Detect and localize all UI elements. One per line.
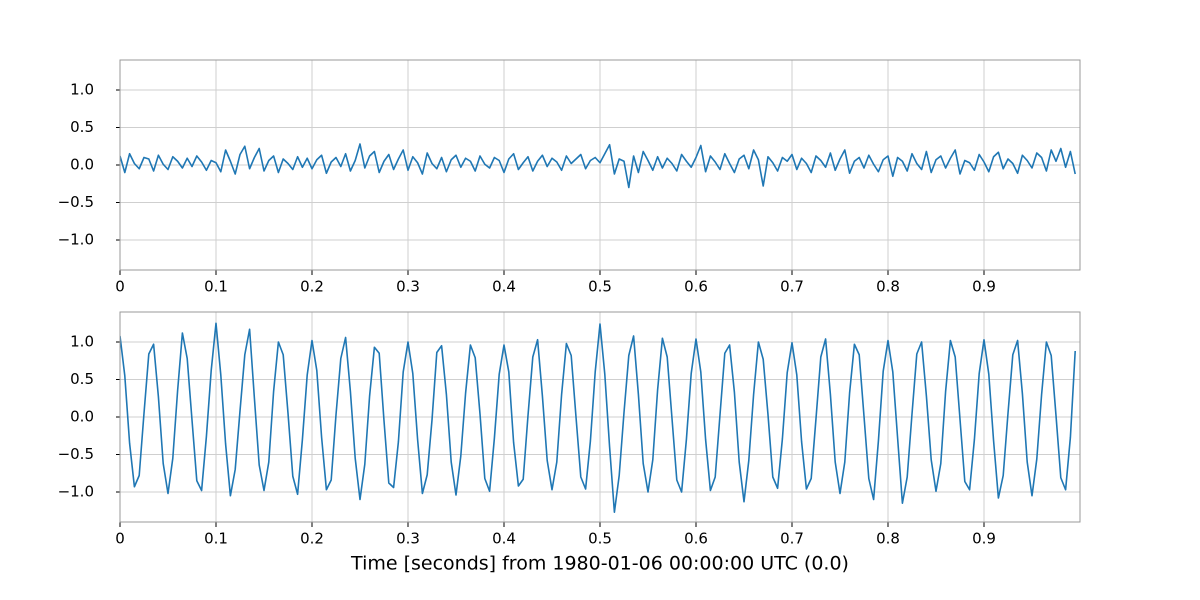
x-tick-label: 0.9: [972, 278, 996, 296]
x-tick-label: 0.3: [396, 530, 420, 548]
y-tick-label: 1.0: [70, 81, 94, 99]
y-tick-label: −1.0: [58, 483, 94, 501]
x-tick-label: 0.5: [588, 278, 612, 296]
x-tick-label: 0.6: [684, 278, 708, 296]
x-tick-label: 0.9: [972, 530, 996, 548]
x-axis-label: Time [seconds] from 1980-01-06 00:00:00 …: [350, 553, 849, 575]
x-tick-label: 0.7: [780, 278, 804, 296]
x-tick-label: 0.4: [492, 530, 516, 548]
x-tick-label: 0.2: [300, 278, 324, 296]
y-tick-label: −1.0: [58, 231, 94, 249]
axes-frame: [119, 59, 1081, 271]
y-tick-label: 0.5: [70, 370, 94, 388]
x-tick-label: 0: [115, 278, 125, 296]
y-tick-label: 0.0: [70, 408, 94, 426]
y-tick-label: 0.0: [70, 156, 94, 174]
x-tick-label: 0.6: [684, 530, 708, 548]
x-tick-label: 0.3: [396, 278, 420, 296]
y-tick-label: 0.5: [70, 118, 94, 136]
y-tick-label: −0.5: [58, 445, 94, 463]
x-tick-label: 0.5: [588, 530, 612, 548]
axes-frame: [119, 311, 1081, 523]
x-tick-label: 0.1: [204, 278, 228, 296]
x-tick-label: 0.4: [492, 278, 516, 296]
x-tick-label: 0.8: [876, 530, 900, 548]
y-tick-label: −0.5: [58, 193, 94, 211]
x-tick-label: 0: [115, 530, 125, 548]
signal-line: [120, 143, 1076, 189]
signal-line: [120, 322, 1076, 514]
x-tick-label: 0.8: [876, 278, 900, 296]
x-tick-label: 0.7: [780, 530, 804, 548]
x-tick-label: 0.1: [204, 530, 228, 548]
y-tick-label: 1.0: [70, 333, 94, 351]
x-tick-label: 0.2: [300, 530, 324, 548]
